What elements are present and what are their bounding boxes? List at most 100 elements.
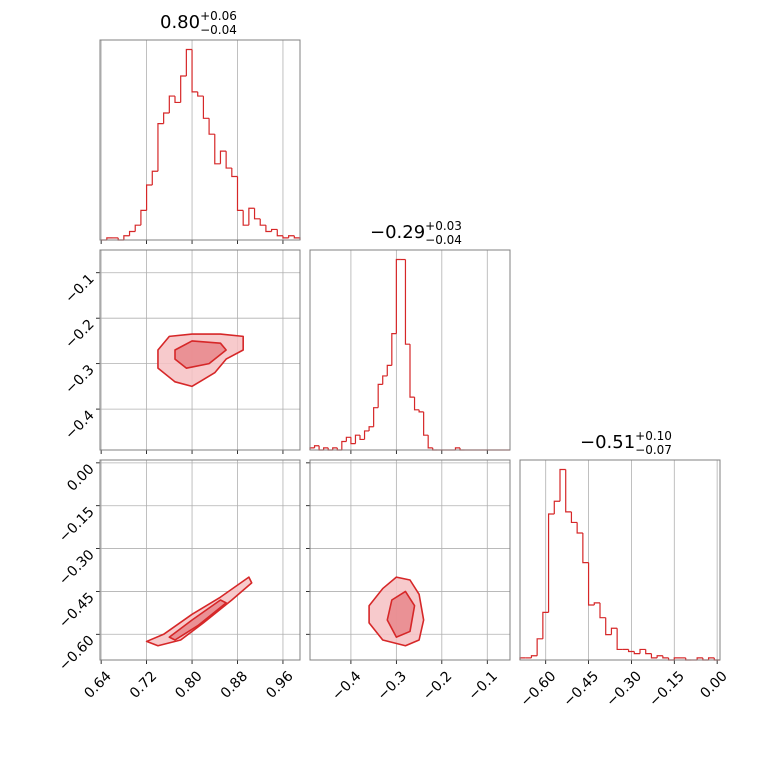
histogram-bin	[639, 648, 646, 654]
histogram-bin	[536, 638, 543, 656]
y-tick-label: −0.15	[56, 504, 98, 546]
histogram-bin	[359, 435, 365, 441]
histogram-bin	[123, 235, 130, 240]
histogram-bin	[231, 168, 238, 178]
histogram-bin	[404, 259, 410, 345]
histogram-bin	[151, 170, 158, 185]
histogram-bin	[174, 96, 181, 104]
histogram-bin	[332, 447, 338, 450]
histogram-bin	[265, 225, 272, 233]
histogram-bin	[423, 411, 429, 436]
contour	[168, 599, 227, 641]
histogram-bin	[313, 445, 320, 448]
histogram-bin	[197, 91, 204, 97]
histogram-bin	[386, 364, 392, 376]
x-tick-label: −0.60	[518, 668, 560, 710]
histogram-bin	[180, 75, 187, 103]
histogram-bin	[391, 332, 397, 366]
x-tick-label: −0.30	[603, 668, 645, 710]
histogram-bin	[345, 436, 351, 442]
histogram-bin	[377, 383, 383, 408]
panel-frame	[99, 249, 301, 451]
title-upper: +0.03	[425, 219, 462, 233]
panel-title: −0.29+0.03	[370, 219, 462, 243]
histogram-bin	[270, 228, 278, 232]
histogram-bin	[288, 235, 295, 238]
histogram-bin	[418, 409, 424, 413]
histogram-bin	[202, 96, 210, 119]
contour	[174, 340, 227, 369]
title-lower: −0.04	[200, 23, 237, 37]
histogram-bin	[542, 611, 549, 639]
histogram-bin	[409, 344, 415, 398]
histogram-bin	[673, 657, 680, 660]
histogram-bin	[559, 468, 566, 502]
histogram-bin	[354, 434, 360, 444]
histogram-bin	[341, 440, 347, 450]
x-tick-label: 0.72	[127, 668, 160, 701]
histogram-bin	[208, 118, 215, 135]
histogram-bin	[106, 237, 113, 240]
y-tick-label: −0.1	[62, 271, 97, 306]
panel-frame	[519, 459, 721, 661]
histogram-bin	[395, 258, 401, 334]
histogram-bin	[253, 208, 261, 220]
title-value: −0.51	[580, 432, 635, 453]
panel-frame	[309, 459, 511, 661]
x-tick-label: 0.80	[172, 668, 205, 701]
x-tick-label: −0.15	[646, 668, 688, 710]
y-tick-label: −0.4	[62, 407, 97, 442]
histogram-bin	[605, 617, 612, 636]
histogram-bin	[576, 522, 583, 534]
histogram-bin	[140, 209, 147, 226]
histogram-bin	[363, 430, 370, 440]
panel-title: −0.51+0.10	[580, 429, 672, 453]
x-tick-label: 0.64	[81, 668, 114, 701]
histogram-bin	[427, 435, 433, 449]
y-tick-label: −0.45	[56, 590, 98, 632]
histogram-bin	[587, 562, 595, 606]
histogram-bin	[662, 655, 669, 659]
histogram-bin	[547, 513, 555, 613]
histogram-bin	[134, 224, 141, 232]
histogram-bin	[610, 627, 618, 635]
contour	[145, 576, 253, 647]
title-lower: −0.07	[635, 443, 672, 457]
histogram-bin	[128, 230, 136, 236]
histogram-bin	[530, 655, 538, 658]
y-tick-label: 0.00	[64, 461, 97, 494]
title-lower: −0.04	[425, 233, 462, 247]
y-tick-label: −0.2	[62, 317, 97, 352]
histogram-bin	[454, 447, 460, 450]
histogram-bin	[570, 511, 578, 524]
panel-title: 0.80+0.06	[160, 9, 237, 33]
histogram-bin	[323, 447, 329, 450]
panel-background	[100, 460, 300, 660]
x-tick-label: −0.45	[561, 668, 603, 710]
histogram-bin	[236, 176, 244, 211]
histogram-bin	[413, 397, 420, 411]
histogram-bin	[259, 218, 266, 226]
histogram-bin	[650, 653, 658, 659]
histogram-bin	[707, 657, 715, 660]
histogram-bin	[599, 602, 606, 619]
histogram-bin	[163, 112, 170, 124]
x-tick-label: 0.88	[218, 668, 251, 701]
histogram-bin	[191, 49, 198, 93]
histogram-bin	[157, 122, 164, 172]
histogram-bin	[168, 95, 175, 114]
title-upper: +0.10	[635, 429, 672, 443]
histogram-bin	[565, 469, 572, 513]
histogram-bin	[282, 235, 289, 239]
histogram-bin	[593, 602, 600, 605]
histogram-bin	[616, 628, 623, 651]
histogram-bin	[214, 134, 221, 165]
histogram-bin	[242, 210, 249, 226]
panel-frame	[99, 39, 301, 241]
x-tick-label: −0.2	[420, 668, 455, 703]
histogram-bin	[219, 150, 227, 164]
histogram-bin	[248, 207, 255, 226]
title-upper: +0.06	[200, 9, 237, 23]
histogram-bin	[582, 533, 589, 564]
